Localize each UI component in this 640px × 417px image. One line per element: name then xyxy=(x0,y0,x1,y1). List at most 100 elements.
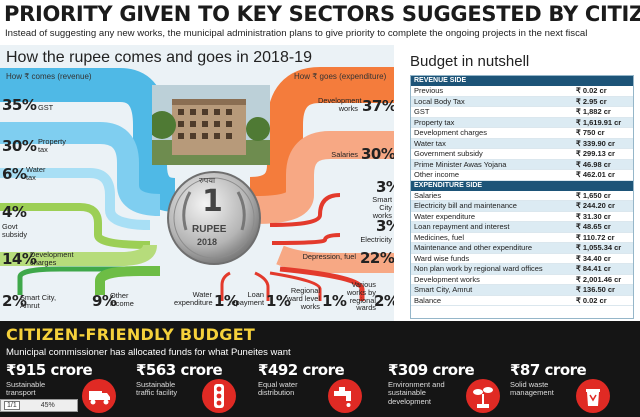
budget-panel: Budget in nutshell REVENUE SIDE Previous… xyxy=(396,45,640,321)
budget-row-label: Salaries xyxy=(414,190,442,200)
budget-row-value: ₹ 339.90 cr xyxy=(576,138,615,148)
revenue-water-tax-pct: 6% xyxy=(2,165,27,183)
budget-row-value: ₹ 1,055.34 cr xyxy=(576,243,622,253)
budget-row: Property tax ₹ 1,619.91 cr xyxy=(411,117,633,128)
allocation-desc: Sustainable traffic facility xyxy=(136,380,178,398)
budget-row-value: ₹ 1,650 cr xyxy=(576,190,611,200)
allocation-water: ₹492 crore Equal water distribution xyxy=(258,361,362,417)
allocation-amount: ₹915 crore xyxy=(6,361,93,379)
budget-row: Water tax ₹ 339.90 cr xyxy=(411,138,633,149)
coin-top-text: रुपया xyxy=(199,176,216,185)
allocation-waste: ₹87 crore Solid waste management xyxy=(510,361,610,417)
expenditure-side-header: EXPENDITURE SIDE xyxy=(411,180,633,191)
citizen-budget-banner: CITIZEN-FRIENDLY BUDGET Municipal commis… xyxy=(0,321,640,417)
budget-row-label: Electricity bill and maintenance xyxy=(414,201,517,211)
budget-row-value: ₹ 136.50 cr xyxy=(576,285,615,295)
budget-row: Other income ₹ 462.01 cr xyxy=(411,170,633,181)
budget-row-label: Property tax xyxy=(414,117,455,127)
budget-row: Balance ₹ 0.02 cr xyxy=(411,296,633,306)
expenditure-depression-fuel-pct: 22% xyxy=(360,249,394,267)
revenue-gst-pct: 35% xyxy=(2,96,37,114)
budget-row-value: ₹ 750 cr xyxy=(576,128,605,138)
recycle-bin-icon xyxy=(576,379,610,413)
expenditure-water-label: Water expenditure xyxy=(174,290,213,307)
expenditure-various-works-label: Various works by regional wards xyxy=(346,280,376,313)
allocation-desc: Sustainable transport xyxy=(6,380,46,398)
allocation-environment: ₹309 crore Environment and sustainable d… xyxy=(388,361,500,417)
budget-row-label: Water tax xyxy=(414,138,446,148)
budget-row: Smart City, Amrut ₹ 136.50 cr xyxy=(411,285,633,296)
budget-row-label: Development charges xyxy=(414,128,487,138)
citizen-budget-subtitle: Municipal commissioner has allocated fun… xyxy=(6,347,291,358)
revenue-development-charges-pct: 14% xyxy=(2,250,37,268)
budget-row-value: ₹ 34.40 cr xyxy=(576,253,611,263)
revenue-water-tax-label: Water tax xyxy=(26,165,46,182)
budget-row-value: ₹ 1,882 cr xyxy=(576,107,611,117)
revenue-development-charges-label: Development charges xyxy=(30,250,74,267)
coin-year: 2018 xyxy=(197,237,218,247)
allocation-desc: Equal water distribution xyxy=(258,380,298,398)
budget-row-value: ₹ 244.20 cr xyxy=(576,201,615,211)
ribbon-smart-city xyxy=(17,266,150,295)
budget-row-label: Loan repayment and interest xyxy=(414,222,510,232)
ribbon-smart-city-works xyxy=(269,193,341,227)
expenditure-smart-city-works-label: Smart City works xyxy=(372,195,392,220)
budget-row: Development charges ₹ 750 cr xyxy=(411,128,633,139)
building-illustration xyxy=(152,85,270,165)
budget-row-label: Medicines, fuel xyxy=(414,232,465,242)
page-subtitle: Instead of suggesting any new works, the… xyxy=(5,28,588,39)
budget-row-label: Maintenance and other expenditure xyxy=(414,243,533,253)
revenue-gst-label: GST xyxy=(38,103,54,112)
expenditure-electricity-pct: 3% xyxy=(376,217,394,235)
allocation-desc: Solid waste management xyxy=(510,380,554,398)
viewer-status-bar: 1/1 45% xyxy=(0,399,78,412)
budget-title: Budget in nutshell xyxy=(410,53,530,70)
allocation-transport: ₹915 crore Sustainable transport xyxy=(6,361,116,417)
expenditure-smart-city-works-pct: 3% xyxy=(376,178,394,196)
ribbon-water-tax xyxy=(0,168,151,230)
budget-row: Government subsidy ₹ 299.13 cr xyxy=(411,149,633,160)
ribbon-electricity xyxy=(271,233,341,245)
page-indicator[interactable]: 1/1 xyxy=(4,401,20,410)
plant-icon xyxy=(466,379,500,413)
revenue-smart-city-label: Smart City, Amrut xyxy=(20,293,56,310)
budget-row-label: Previous xyxy=(414,86,444,96)
rupee-coin xyxy=(167,171,261,265)
citizen-budget-title: CITIZEN-FRIENDLY BUDGET xyxy=(6,325,256,344)
budget-row-value: ₹ 2,001.46 cr xyxy=(576,274,622,284)
ribbon-water-expenditure xyxy=(220,271,231,301)
budget-row-label: Government subsidy xyxy=(414,149,483,159)
page-title: PRIORITY GIVEN TO KEY SECTORS SUGGESTED … xyxy=(4,2,640,26)
budget-row: Previous ₹ 0.02 cr xyxy=(411,86,633,97)
budget-row-label: Ward wise funds xyxy=(414,253,470,263)
revenue-rows: Previous ₹ 0.02 cr Local Body Tax ₹ 2.95 cr… xyxy=(411,86,633,181)
budget-row: GST ₹ 1,882 cr xyxy=(411,107,633,118)
allocation-amount: ₹563 crore xyxy=(136,361,223,379)
revenue-other-income-pct: 9% xyxy=(92,292,117,310)
budget-row-value: ₹ 462.01 cr xyxy=(576,170,615,180)
budget-row-value: ₹ 110.72 cr xyxy=(576,232,615,242)
expenditure-regional-ward-works-pct: 1% xyxy=(322,292,347,310)
revenue-side-header: REVENUE SIDE xyxy=(411,76,633,86)
budget-row: Non plan work by regional ward offices ₹ … xyxy=(411,264,633,275)
ribbon-regional-ward-works xyxy=(269,271,322,301)
budget-row-value: ₹ 0.02 cr xyxy=(576,86,607,96)
zoom-level[interactable]: 45% xyxy=(40,402,55,409)
ribbon-salaries xyxy=(254,131,394,224)
budget-row: Ward wise funds ₹ 34.40 cr xyxy=(411,253,633,264)
expenditure-salaries-label: Salaries xyxy=(331,150,358,159)
ribbon-loan-repayment xyxy=(254,271,270,301)
ribbon-property-tax xyxy=(0,122,161,216)
expenditure-loan-repayment-pct: 1% xyxy=(266,292,291,310)
expenditure-water-pct: 1% xyxy=(214,292,239,310)
budget-row-value: ₹ 2.95 cr xyxy=(576,96,607,106)
budget-row: Development works ₹ 2,001.46 cr xyxy=(411,274,633,285)
budget-row: Prime Minister Awas Yojana ₹ 46.98 cr xyxy=(411,159,633,170)
flow-title: How the rupee comes and goes in 2018-19 xyxy=(6,49,312,66)
budget-row-label: GST xyxy=(414,107,430,117)
expenditure-label: How ₹ goes (expenditure) xyxy=(294,72,387,81)
budget-row-label: Smart City, Amrut xyxy=(414,285,473,295)
coin-word: RUPEE xyxy=(192,224,227,235)
budget-row-value: ₹ 48.65 cr xyxy=(576,222,611,232)
